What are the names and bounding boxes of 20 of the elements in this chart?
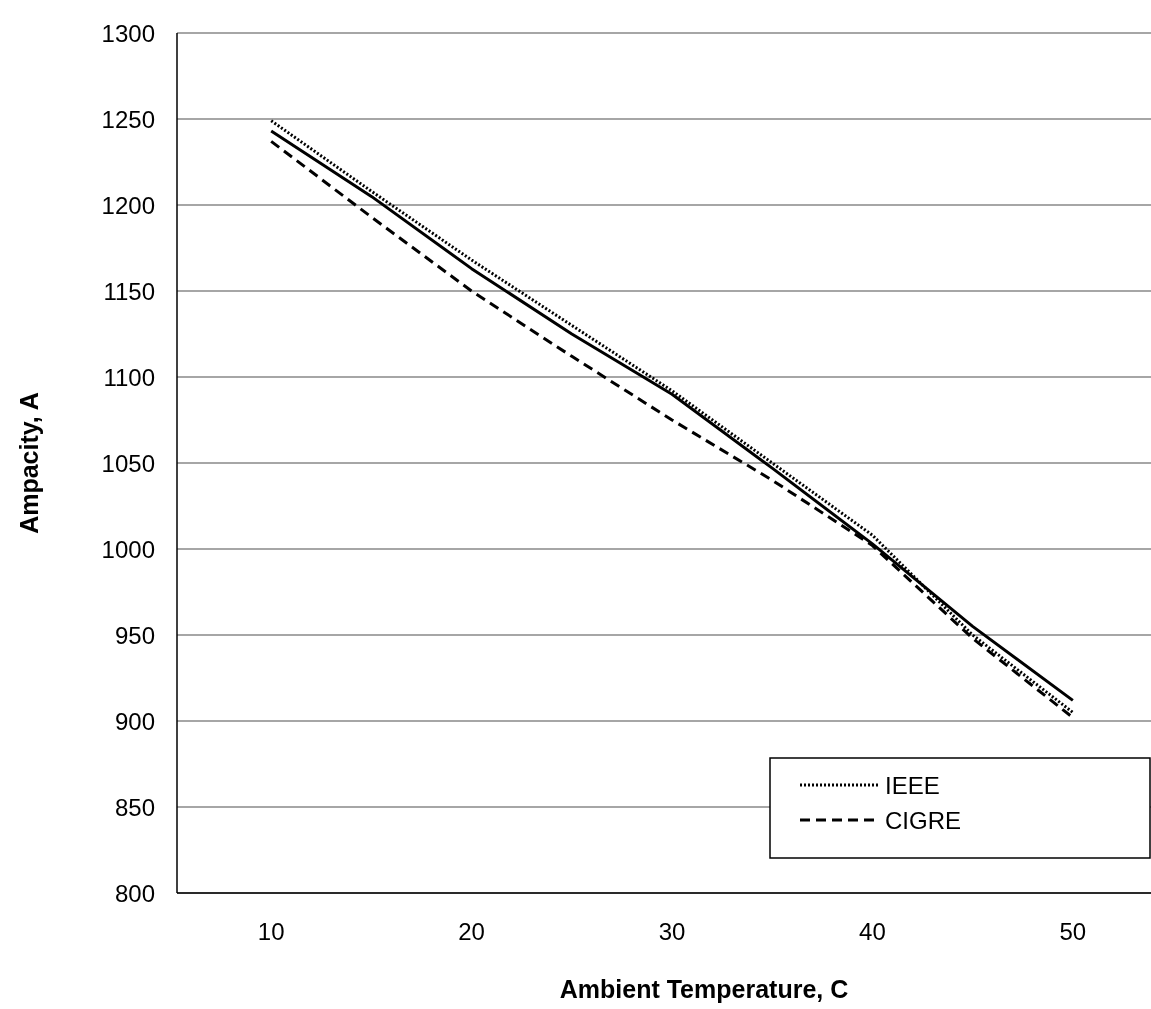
x-tick-label: 40 <box>859 918 886 945</box>
y-tick-label: 1150 <box>103 277 155 305</box>
y-tick-label: 950 <box>114 621 155 649</box>
x-tick-label: 10 <box>257 918 285 945</box>
y-axis-title: Ampacity, A <box>15 392 43 534</box>
x-tick-label: 30 <box>658 918 686 945</box>
x-axis-title: Ambient Temperature, C <box>559 975 849 1003</box>
y-tick-label: 800 <box>114 879 155 907</box>
y-tick-label: 1100 <box>103 363 155 391</box>
y-tick-label: 1000 <box>101 535 155 563</box>
y-tick-label: 1050 <box>101 449 155 477</box>
x-tick-label: 20 <box>458 918 485 945</box>
y-tick-label: 850 <box>114 793 155 821</box>
y-tick-label: 1200 <box>101 191 155 219</box>
legend-label: IEEE <box>885 771 940 799</box>
x-tick-label: 50 <box>1059 918 1087 945</box>
legend-label: CIGRE <box>885 806 962 834</box>
y-tick-label: 900 <box>114 707 155 735</box>
y-tick-label: 1250 <box>101 105 155 133</box>
y-tick-label: 1300 <box>101 19 155 47</box>
